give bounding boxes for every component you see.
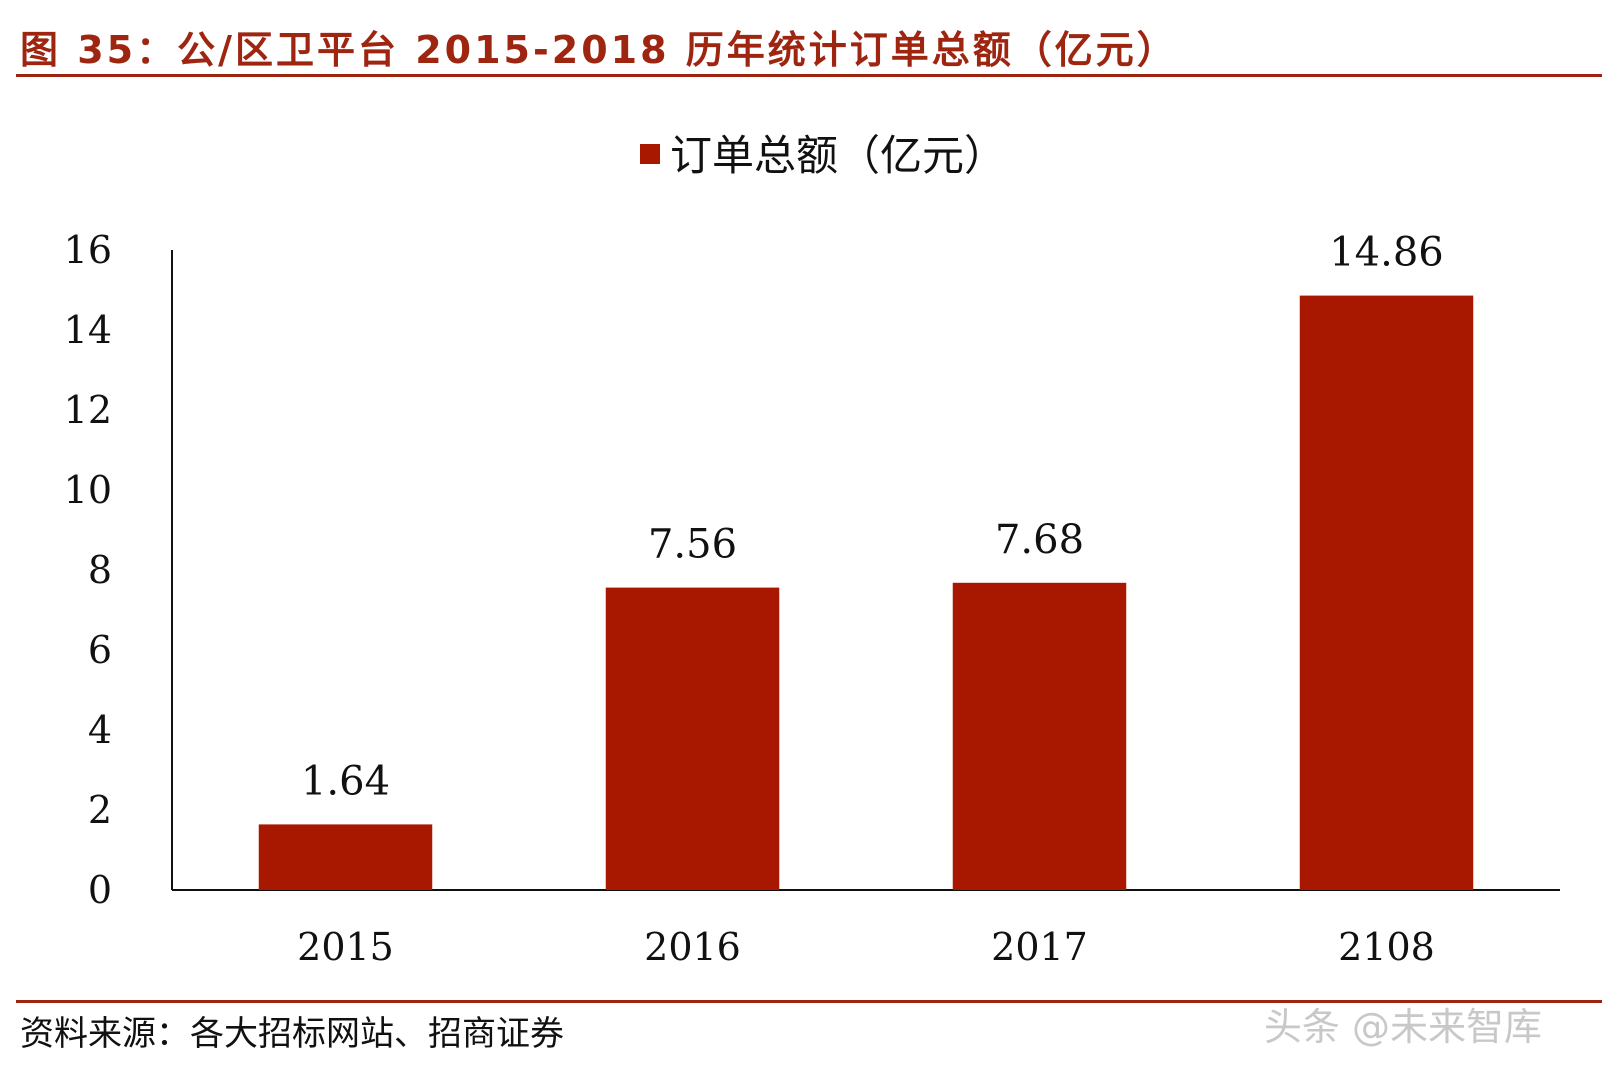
legend-label: 订单总额（亿元）: [670, 131, 1006, 180]
bars: [258, 295, 1474, 891]
x-tick-label: 2015: [297, 925, 394, 969]
y-tick-label: 6: [88, 628, 112, 672]
x-tick-label: 2016: [644, 925, 741, 969]
y-tick-label: 0: [88, 868, 112, 912]
x-tick-label: 2108: [1338, 925, 1435, 969]
title-rule: [16, 74, 1602, 77]
legend: 订单总额（亿元）: [640, 131, 1006, 180]
bar: [605, 587, 780, 890]
y-tick-label: 2: [88, 788, 112, 832]
data-labels: 1.64 7.56 7.68 14.86: [301, 230, 1444, 805]
y-axis: 0 2 4 6 8 10 12 14 16: [64, 228, 173, 912]
x-tick-label: 2017: [991, 925, 1088, 969]
source-rule: [16, 1000, 1602, 1003]
figure-title: 图 35：公/区卫平台 2015-2018 历年统计订单总额（亿元）: [20, 28, 1178, 72]
bar: [1299, 295, 1474, 891]
bar: [258, 824, 433, 890]
data-label: 7.68: [995, 517, 1084, 563]
y-tick-label: 14: [64, 308, 112, 352]
y-tick-label: 10: [64, 468, 112, 512]
y-tick-label: 16: [64, 228, 112, 272]
bar: [952, 582, 1127, 890]
x-axis: 2015 2016 2017 2108: [172, 889, 1560, 969]
data-label: 1.64: [301, 758, 390, 804]
legend-swatch: [640, 144, 660, 164]
data-label: 7.56: [648, 522, 737, 568]
y-tick-label: 4: [88, 708, 112, 752]
data-label: 14.86: [1329, 230, 1444, 276]
y-tick-label: 8: [88, 548, 112, 592]
y-tick-label: 12: [64, 388, 112, 432]
watermark: 头条 @未来智库: [1263, 1005, 1542, 1049]
source-note: 资料来源：各大招标网站、招商证券: [20, 1014, 564, 1054]
